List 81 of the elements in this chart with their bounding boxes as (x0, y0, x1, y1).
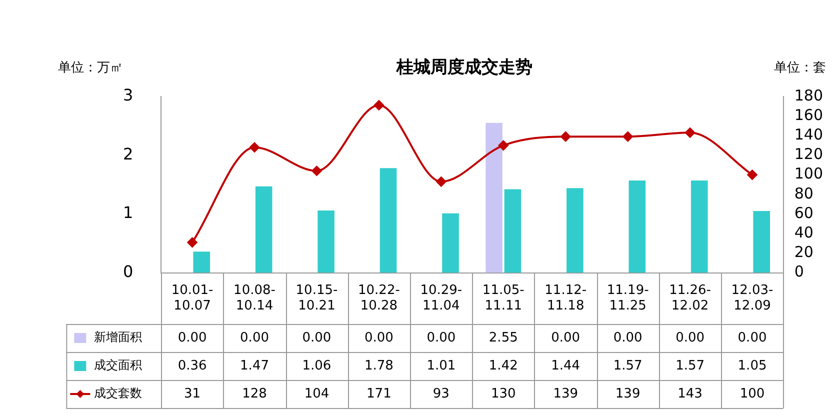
bar (442, 213, 459, 273)
data-label: 2.55 (488, 330, 518, 346)
x-tick-label: 10.01-10.07 (171, 282, 214, 314)
data-label: 1.05 (738, 358, 767, 374)
y2-axis-title: 单位：套 (774, 60, 826, 76)
point (498, 140, 508, 150)
point (622, 132, 633, 142)
y2-tick-label: 40 (794, 223, 814, 242)
data-label: 0.36 (178, 358, 207, 374)
data-label: 0.00 (676, 330, 705, 346)
bar (380, 168, 397, 273)
point (685, 128, 696, 138)
y-axis-title: 单位：万㎡ (58, 60, 123, 76)
y2-tick-label: 60 (794, 204, 814, 222)
data-label: 100 (740, 386, 765, 402)
y2-tick-label: 120 (794, 145, 824, 164)
data-label: 1.44 (551, 358, 580, 374)
x-tick-label: 10.29-11.04 (420, 282, 462, 314)
y2-tick-label: 0 (794, 262, 804, 281)
data-label: 1.42 (488, 358, 518, 374)
point (436, 176, 446, 187)
point (560, 132, 571, 142)
bar (628, 180, 646, 273)
data-label: 31 (184, 386, 201, 402)
data-label: 1.06 (302, 358, 332, 374)
x-tick-label: 11.05-11.11 (482, 282, 525, 314)
point (250, 142, 260, 152)
x-tick-label: 11.26-12.02 (669, 282, 712, 314)
y-tick-label: 2 (122, 144, 134, 164)
y2-tick-label: 100 (794, 164, 824, 183)
chart-title: 桂城周度成交走势 (396, 58, 532, 78)
x-tick-label: 11.19-11.25 (606, 282, 650, 314)
legend-label: 新增面积 (94, 330, 142, 344)
y2-tick-label: 20 (794, 243, 814, 262)
y-tick-label: 0 (122, 262, 134, 281)
bar (486, 122, 502, 273)
data-label: 139 (615, 386, 640, 402)
data-label: 143 (678, 386, 702, 402)
point (312, 166, 322, 176)
y2-tick-label: 180 (794, 86, 824, 104)
data-label: 0.00 (613, 330, 642, 346)
bar (566, 188, 584, 273)
data-label: 0.00 (178, 330, 207, 346)
point (374, 100, 384, 110)
data-label: 0.00 (426, 330, 456, 346)
data-label: 1.78 (364, 358, 394, 374)
data-label: 171 (366, 386, 392, 402)
data-label: 1.57 (613, 358, 642, 374)
data-label: 130 (490, 386, 516, 402)
data-label: 1.57 (676, 358, 705, 374)
x-tick-label: 10.08-10.14 (234, 282, 276, 314)
data-label: 0.00 (551, 330, 580, 346)
bar (318, 210, 334, 273)
data-label: 1.47 (240, 358, 269, 374)
data-label: 104 (304, 386, 330, 402)
bar (255, 186, 272, 273)
data-label: 0.00 (738, 330, 767, 346)
x-tick-label: 11.12-11.18 (544, 282, 587, 314)
point (747, 170, 758, 180)
bar (504, 189, 522, 273)
bar (690, 180, 708, 273)
y2-tick-label: 80 (794, 184, 814, 202)
data-label: 128 (242, 386, 267, 402)
legend-label: 成交套数 (94, 386, 142, 400)
x-tick-label: 10.22-10.28 (358, 282, 400, 314)
data-label: 0.00 (302, 330, 332, 346)
x-tick-label: 10.15-10.21 (296, 282, 338, 314)
y2-tick-label: 140 (794, 125, 824, 144)
point (187, 237, 198, 248)
y-tick-label: 1 (122, 203, 134, 222)
x-tick-label: 12.03-12.09 (731, 282, 774, 314)
data-label: 1.01 (426, 358, 456, 374)
legend-label: 成交面积 (94, 358, 142, 372)
data-label: 0.00 (240, 330, 269, 346)
bar (193, 252, 210, 273)
y2-tick-label: 160 (794, 106, 824, 124)
data-label: 0.00 (364, 330, 394, 346)
data-label: 93 (432, 386, 450, 402)
bar (753, 211, 770, 273)
y-tick-label: 3 (122, 86, 134, 105)
data-label: 139 (553, 386, 578, 402)
